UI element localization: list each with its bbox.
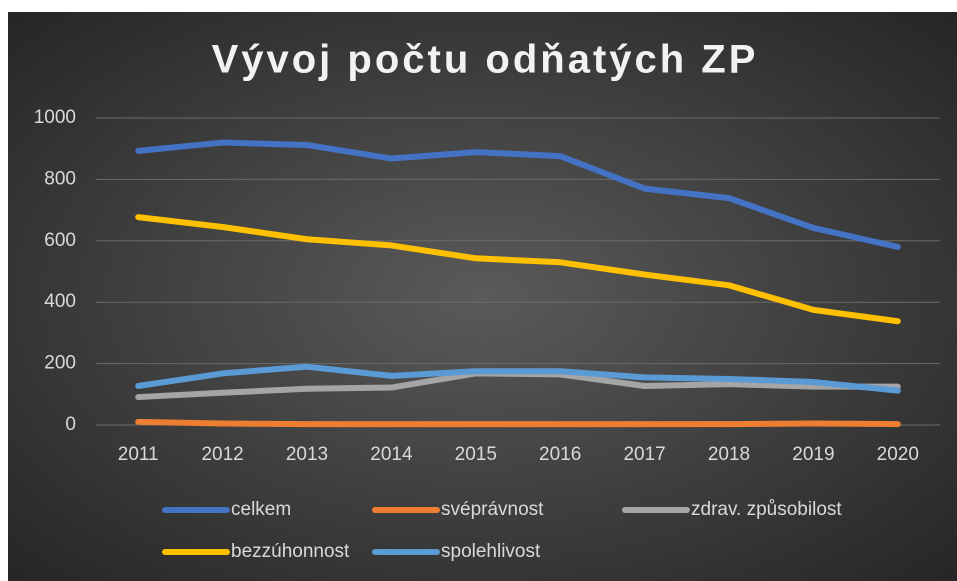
x-tick-label: 2011 xyxy=(118,444,159,465)
chart-title: Vývoj počtu odňatých ZP xyxy=(212,38,759,82)
x-tick-label: 2018 xyxy=(708,444,750,465)
x-tick-label: 2017 xyxy=(623,444,665,465)
chart-background xyxy=(8,12,957,581)
legend-label: zdrav. způsobilost xyxy=(691,499,842,520)
y-tick-label: 200 xyxy=(44,353,76,374)
y-tick-label: 600 xyxy=(44,230,76,251)
y-tick-label: 1000 xyxy=(34,107,76,128)
legend-label: spolehlivost xyxy=(441,541,541,562)
x-tick-label: 2020 xyxy=(877,444,919,465)
y-tick-label: 400 xyxy=(44,291,76,312)
y-tick-label: 0 xyxy=(65,414,76,435)
x-tick-label: 2016 xyxy=(539,444,581,465)
legend-label: bezzúhonnost xyxy=(231,541,350,562)
legend-label: celkem xyxy=(231,499,291,520)
x-tick-label: 2014 xyxy=(370,444,413,465)
x-tick-label: 2019 xyxy=(792,444,834,465)
series-line xyxy=(135,418,901,428)
series-line xyxy=(135,363,901,394)
legend-label: svéprávnost xyxy=(441,499,544,520)
x-tick-label: 2012 xyxy=(201,444,243,465)
x-tick-label: 2013 xyxy=(286,444,328,465)
series-line xyxy=(135,139,901,250)
y-tick-label: 800 xyxy=(44,168,76,189)
x-tick-label: 2015 xyxy=(455,444,497,465)
series-line xyxy=(135,214,901,325)
